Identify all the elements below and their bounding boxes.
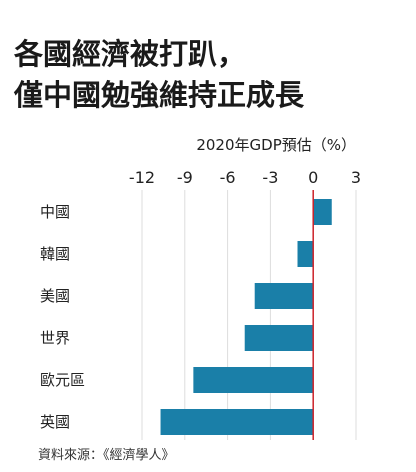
category-label: 歐元區	[40, 371, 85, 389]
bar	[297, 241, 314, 267]
category-label: 美國	[40, 287, 70, 305]
x-tick-label: -12	[129, 168, 155, 187]
category-label: 世界	[40, 329, 70, 347]
headline-line-2: 僅中國勉強維持正成長	[14, 78, 305, 112]
chart-headline: 各國經濟被打趴， 僅中國勉強維持正成長	[14, 34, 414, 116]
x-tick-label: -6	[220, 168, 236, 187]
bar	[160, 409, 314, 435]
category-label: 英國	[40, 413, 70, 431]
source-note: 資料來源：《經濟學人》	[38, 448, 175, 463]
chart-title: 2020年GDP預估（%）	[196, 136, 356, 154]
category-label: 韓國	[40, 245, 70, 263]
bar	[254, 283, 314, 309]
bar	[193, 367, 314, 393]
x-tick-label: -9	[177, 168, 193, 187]
bar	[313, 199, 332, 225]
x-tick-label: 0	[308, 168, 318, 187]
headline-line-1: 各國經濟被打趴，	[14, 37, 247, 71]
category-label: 中國	[40, 203, 70, 221]
x-tick-label: -3	[262, 168, 278, 187]
x-tick-label: 3	[351, 168, 361, 187]
bar	[244, 325, 314, 351]
